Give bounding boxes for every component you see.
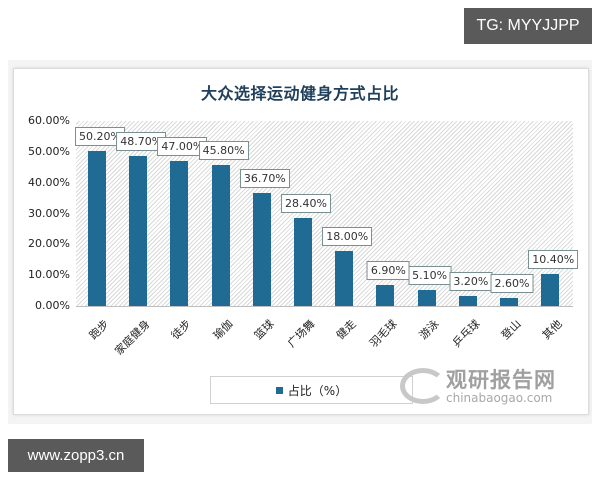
data-label: 6.90%	[366, 260, 410, 280]
data-label: 3.20%	[449, 272, 493, 292]
data-label: 18.00%	[322, 226, 373, 246]
data-label: 28.40%	[281, 194, 331, 214]
bar	[458, 296, 477, 306]
bar	[88, 151, 106, 306]
bar	[211, 164, 230, 306]
y-tick-label: 40.00%	[28, 175, 70, 189]
data-label: 45.80%	[198, 140, 249, 160]
legend: 占比（%）	[210, 376, 413, 404]
legend-swatch-icon	[275, 386, 283, 394]
data-label: 50.20%	[75, 127, 125, 147]
y-tick-label: 50.00%	[28, 144, 70, 158]
data-label: 36.70%	[239, 168, 290, 188]
data-label: 10.40%	[528, 249, 579, 269]
chinabaogao-logo-icon	[400, 368, 446, 404]
bar	[417, 290, 436, 306]
data-label: 2.60%	[490, 273, 534, 293]
y-tick-label: 20.00%	[28, 237, 70, 251]
watermark-logo-en: chinabaogao.com	[446, 391, 553, 405]
bar	[500, 297, 518, 306]
bar	[252, 192, 271, 306]
bar	[294, 218, 312, 306]
legend-label: 占比（%）	[287, 383, 348, 398]
y-tick-label: 30.00%	[28, 206, 70, 220]
x-axis-line	[76, 306, 573, 307]
data-label: 48.70%	[116, 131, 167, 151]
y-tick-label: 10.00%	[28, 268, 70, 282]
bar	[376, 284, 395, 306]
watermark-tg: TG: MYYJJPP	[464, 8, 592, 44]
chart-title: 大众选择运动健身方式占比	[200, 84, 399, 103]
bar	[129, 155, 148, 306]
watermark-url: www.zopp3.cn	[8, 439, 144, 472]
y-tick-label: 60.00%	[28, 114, 70, 127]
data-label: 47.00%	[157, 137, 208, 157]
bar	[170, 161, 189, 306]
watermark-logo-cn: 观研报告网	[446, 368, 556, 392]
data-label: 5.10%	[408, 266, 452, 286]
watermark-logo: 观研报告网 chinabaogao.com	[400, 364, 570, 408]
bar	[335, 250, 354, 306]
y-tick-label: 0.00%	[35, 299, 70, 312]
bar	[541, 273, 560, 306]
